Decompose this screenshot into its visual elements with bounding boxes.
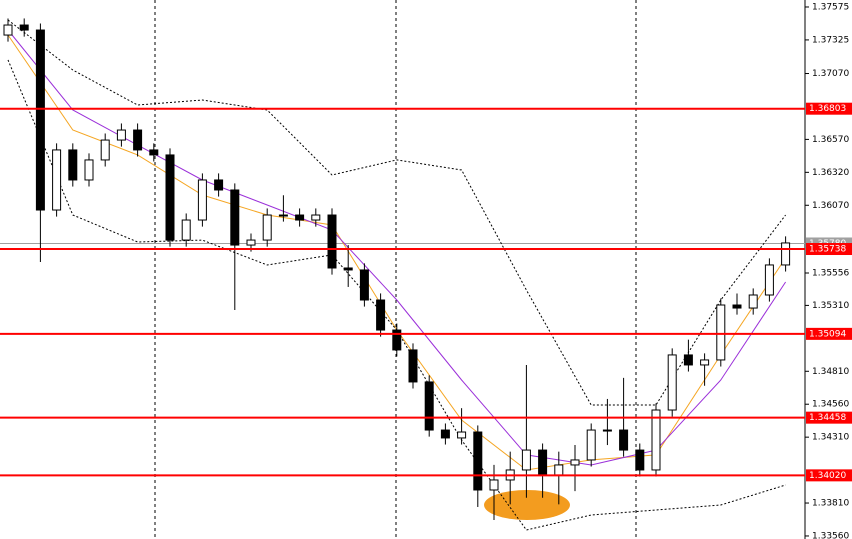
candle-body [424,381,434,431]
highlight-ellipse [484,490,570,520]
indicator-line [7,19,786,406]
level-box [806,327,852,340]
candle-body [635,449,645,471]
y-tick-label: 1.33560 [812,531,849,539]
candle-body [667,354,677,411]
candle-body [651,409,661,471]
candle-body [100,139,110,161]
candle-body [84,159,94,181]
candle-body [457,431,467,439]
candle-body [214,179,224,191]
candle-body [3,24,13,36]
candle-body [52,149,62,211]
candle-body [570,459,580,466]
candle-body [538,449,548,476]
candle-body [35,29,45,211]
level-label: 1.35094 [809,329,846,339]
candle-body [181,219,191,241]
y-tick-label: 1.34560 [812,400,849,410]
level-box [806,469,852,482]
level-label: 1.34458 [809,413,846,423]
candle-body [683,354,693,366]
candle-body [116,129,126,141]
candle-body [246,239,256,246]
y-tick-label: 1.37325 [812,35,849,45]
candle-body [262,214,272,241]
level-label: 1.34020 [809,471,846,481]
y-tick-label: 1.34310 [812,433,849,443]
y-tick-label: 1.33810 [812,499,849,509]
candle-body [586,429,596,461]
candle-body [19,24,29,31]
candle-body [392,329,402,351]
candle-body [295,214,305,221]
candle-body [489,479,499,491]
y-tick-label: 1.35556 [812,268,849,278]
level-label: 1.35738 [809,245,846,255]
candle-body [716,304,726,361]
y-tick-label: 1.35310 [812,301,849,311]
candle-body [165,154,175,241]
level-box [806,102,852,115]
candle-body [440,429,450,439]
level-label: 1.36803 [809,104,846,114]
candle-body [732,304,742,309]
candle-body [602,429,612,432]
candle-body [311,214,321,221]
candle-body [230,189,240,246]
candle-body [359,269,369,301]
y-tick-label: 1.36070 [812,201,849,211]
y-tick-label: 1.36320 [812,168,849,178]
candle-body [376,299,386,331]
candle-body [700,359,710,366]
candle-body [197,179,207,221]
candle-body [521,449,531,471]
candle-body [343,267,353,271]
candle-body [408,349,418,383]
y-tick-label: 1.37070 [812,69,849,79]
level-box [806,243,852,256]
y-tick-label: 1.37575 [812,2,849,12]
candle-body [781,242,791,266]
candle-body [68,149,78,181]
level-box [806,411,852,424]
candle-body [278,214,288,217]
candle-body [133,129,143,151]
candle-body [554,464,564,476]
candle-body [473,431,483,491]
candle-body [327,214,337,269]
candle-body [149,149,159,156]
candle-body [619,429,629,451]
candle-body [748,294,758,309]
y-tick-label: 1.36570 [812,135,849,145]
candle-body [764,264,774,296]
y-tick-label: 1.34810 [812,367,849,377]
